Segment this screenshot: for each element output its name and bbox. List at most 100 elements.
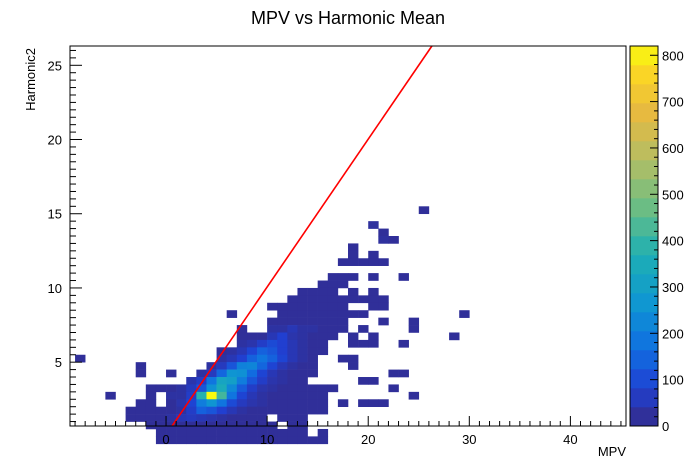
- heatmap-cell: [277, 362, 288, 370]
- heatmap-cell: [155, 436, 167, 445]
- heatmap-cell: [216, 369, 227, 378]
- heatmap-cell: [327, 295, 339, 304]
- heatmap-cell: [257, 384, 268, 393]
- heatmap-cell: [145, 391, 157, 400]
- heatmap-cell: [287, 406, 298, 415]
- heatmap-cell: [297, 317, 308, 326]
- heatmap-cell: [368, 273, 379, 281]
- heatmap-cell: [246, 332, 258, 341]
- heatmap-cell: [135, 399, 147, 408]
- heatmap-cell: [317, 347, 329, 356]
- color-scale-step: [630, 388, 658, 408]
- fit-line-layer: [171, 45, 433, 427]
- heatmap-cell: [388, 369, 399, 378]
- heatmap-cell: [307, 369, 318, 378]
- heatmap-cell: [267, 399, 278, 408]
- heatmap-cell: [287, 317, 298, 326]
- heatmap-cell: [236, 414, 248, 422]
- heatmap-cell: [317, 280, 329, 289]
- color-tick-label: 500: [662, 187, 684, 202]
- heatmap-cell: [246, 377, 258, 385]
- heatmap-cell: [267, 302, 278, 311]
- heatmap-cell: [135, 414, 147, 422]
- heatmap-cell: [236, 428, 248, 437]
- heatmap-cell: [348, 362, 359, 370]
- heatmap-cell: [307, 436, 318, 445]
- heatmap-cell: [186, 414, 197, 422]
- heatmap-cell: [358, 325, 369, 333]
- heatmap-cell: [307, 391, 318, 400]
- heatmap-cell: [257, 347, 268, 356]
- heatmap-cell: [145, 399, 157, 408]
- heatmap-cell: [277, 391, 288, 400]
- heatmap-cell: [317, 391, 329, 400]
- heatmap-cell: [337, 258, 349, 266]
- heatmap-cell: [317, 317, 329, 326]
- heatmap-cell: [216, 421, 227, 430]
- heatmap-cell: [125, 406, 137, 415]
- heatmap-cell: [277, 369, 288, 378]
- heatmap-cell: [166, 428, 177, 437]
- heatmap-cell: [257, 414, 268, 422]
- heatmap-cell: [297, 354, 308, 363]
- heatmap-cell: [246, 384, 258, 393]
- heatmap-cell: [378, 295, 389, 304]
- heatmap-cell: [206, 384, 217, 393]
- heatmap-cell: [317, 399, 329, 408]
- heatmap-cell: [297, 369, 308, 378]
- heatmap-cell: [277, 399, 288, 408]
- heatmap-cell: [277, 414, 288, 422]
- heatmap-cell: [337, 317, 349, 326]
- heatmap-cell: [358, 339, 369, 348]
- heatmap-cell: [166, 436, 177, 445]
- color-scale-step: [630, 407, 658, 427]
- heatmap-cell: [378, 317, 389, 326]
- heatmap-cell: [216, 347, 227, 356]
- heatmap-cell: [257, 406, 268, 415]
- fit-line: [171, 45, 433, 427]
- heatmap-cell: [267, 436, 278, 445]
- heatmap-cell: [287, 399, 298, 408]
- heatmap-cell: [166, 421, 177, 430]
- heatmap-cell: [257, 332, 268, 341]
- heatmap-cell: [267, 369, 278, 378]
- heatmap-cell: [257, 362, 268, 370]
- color-scale-step: [630, 350, 658, 370]
- heatmap-cell: [226, 354, 238, 363]
- heatmap-cell: [206, 362, 217, 370]
- heatmap-cell: [368, 377, 379, 385]
- heatmap-cell: [418, 206, 430, 215]
- heatmap-cell: [196, 399, 207, 408]
- heatmap-cell: [196, 369, 207, 378]
- heatmap-cell: [186, 377, 197, 385]
- color-scale-step: [630, 331, 658, 351]
- heatmap-cell: [287, 347, 298, 356]
- heatmap-cell: [155, 421, 167, 430]
- heatmap-cell: [307, 384, 318, 393]
- heatmap-cell: [267, 428, 278, 437]
- heatmap-cell: [368, 399, 379, 408]
- heatmap-cell: [155, 406, 167, 415]
- heatmap-cell: [186, 399, 197, 408]
- heatmap-cell: [196, 414, 207, 422]
- heatmap-cell: [206, 428, 217, 437]
- heatmap-cell: [155, 414, 167, 422]
- heatmap-cell: [176, 428, 187, 437]
- heatmap-cell: [236, 406, 248, 415]
- heatmap-cell: [216, 377, 227, 385]
- heatmap-cell: [155, 428, 167, 437]
- heatmap-cell: [307, 325, 318, 333]
- y-axis-label: Harmonic2: [23, 48, 38, 111]
- heatmap-cell: [348, 258, 359, 266]
- heatmap-cell: [348, 273, 359, 281]
- heatmap-cell: [226, 377, 238, 385]
- heatmap-cell: [145, 384, 157, 393]
- heatmap-cell: [246, 339, 258, 348]
- heatmap-cell: [216, 362, 227, 370]
- x-axis-label: MPV: [598, 444, 627, 459]
- color-scale-bar: [629, 45, 659, 427]
- heatmap-cell: [297, 406, 308, 415]
- heatmap-cell: [297, 332, 308, 341]
- heatmap-cell: [145, 406, 157, 415]
- heatmap-cell: [317, 406, 329, 415]
